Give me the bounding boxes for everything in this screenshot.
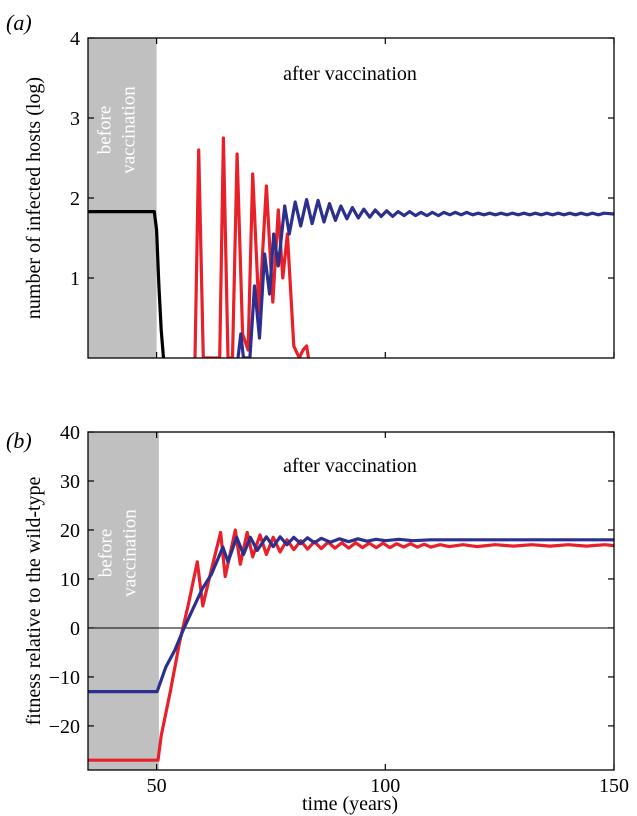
series-line-red xyxy=(88,528,614,762)
x-tick-label: 100 xyxy=(370,775,400,797)
x-tick-label: 150 xyxy=(599,775,629,797)
y-tick-label: −10 xyxy=(49,667,80,689)
panel-b-ylabel: fitness relative to the wild-type xyxy=(23,476,45,725)
y-tick-label: 10 xyxy=(60,569,80,591)
panel-a-label: (a) xyxy=(6,10,32,35)
y-tick-label: 20 xyxy=(60,520,80,542)
panel-a-frame xyxy=(87,37,615,359)
before-vaccination-region xyxy=(88,38,157,358)
after-vaccination-label: after vaccination xyxy=(283,455,417,477)
before-vaccination-region xyxy=(88,432,159,770)
y-tick-label: 1 xyxy=(70,268,80,290)
panel-b-label: (b) xyxy=(6,428,32,453)
panel-a: (a) number of infected hosts (log) befor… xyxy=(6,10,615,359)
after-vaccination-label: after vaccination xyxy=(283,63,417,85)
series-line-blue xyxy=(88,535,614,694)
y-tick-label: 4 xyxy=(70,28,80,50)
series-line-blue xyxy=(236,198,614,358)
y-tick-label: 3 xyxy=(70,108,80,130)
series-line-black xyxy=(88,210,166,358)
y-tick-label: 2 xyxy=(70,188,80,210)
x-tick-label: 50 xyxy=(147,775,167,797)
panel-b: (b) fitness relative to the wild-type ti… xyxy=(6,422,629,815)
y-tick-label: 40 xyxy=(60,422,80,444)
y-tick-label: −20 xyxy=(49,716,80,738)
before-label-line1: before xyxy=(94,106,115,155)
panel-b-frame xyxy=(87,431,615,771)
y-tick-label: 30 xyxy=(60,471,80,493)
before-label-line1: before xyxy=(95,529,116,578)
series-line-red xyxy=(193,136,311,358)
before-label-line2: vaccination xyxy=(118,86,139,174)
x-axis-label: time (years) xyxy=(302,793,398,815)
panel-a-ylabel: number of infected hosts (log) xyxy=(23,77,45,319)
y-tick-label: 0 xyxy=(70,618,80,640)
before-label-line2: vaccination xyxy=(119,509,140,597)
